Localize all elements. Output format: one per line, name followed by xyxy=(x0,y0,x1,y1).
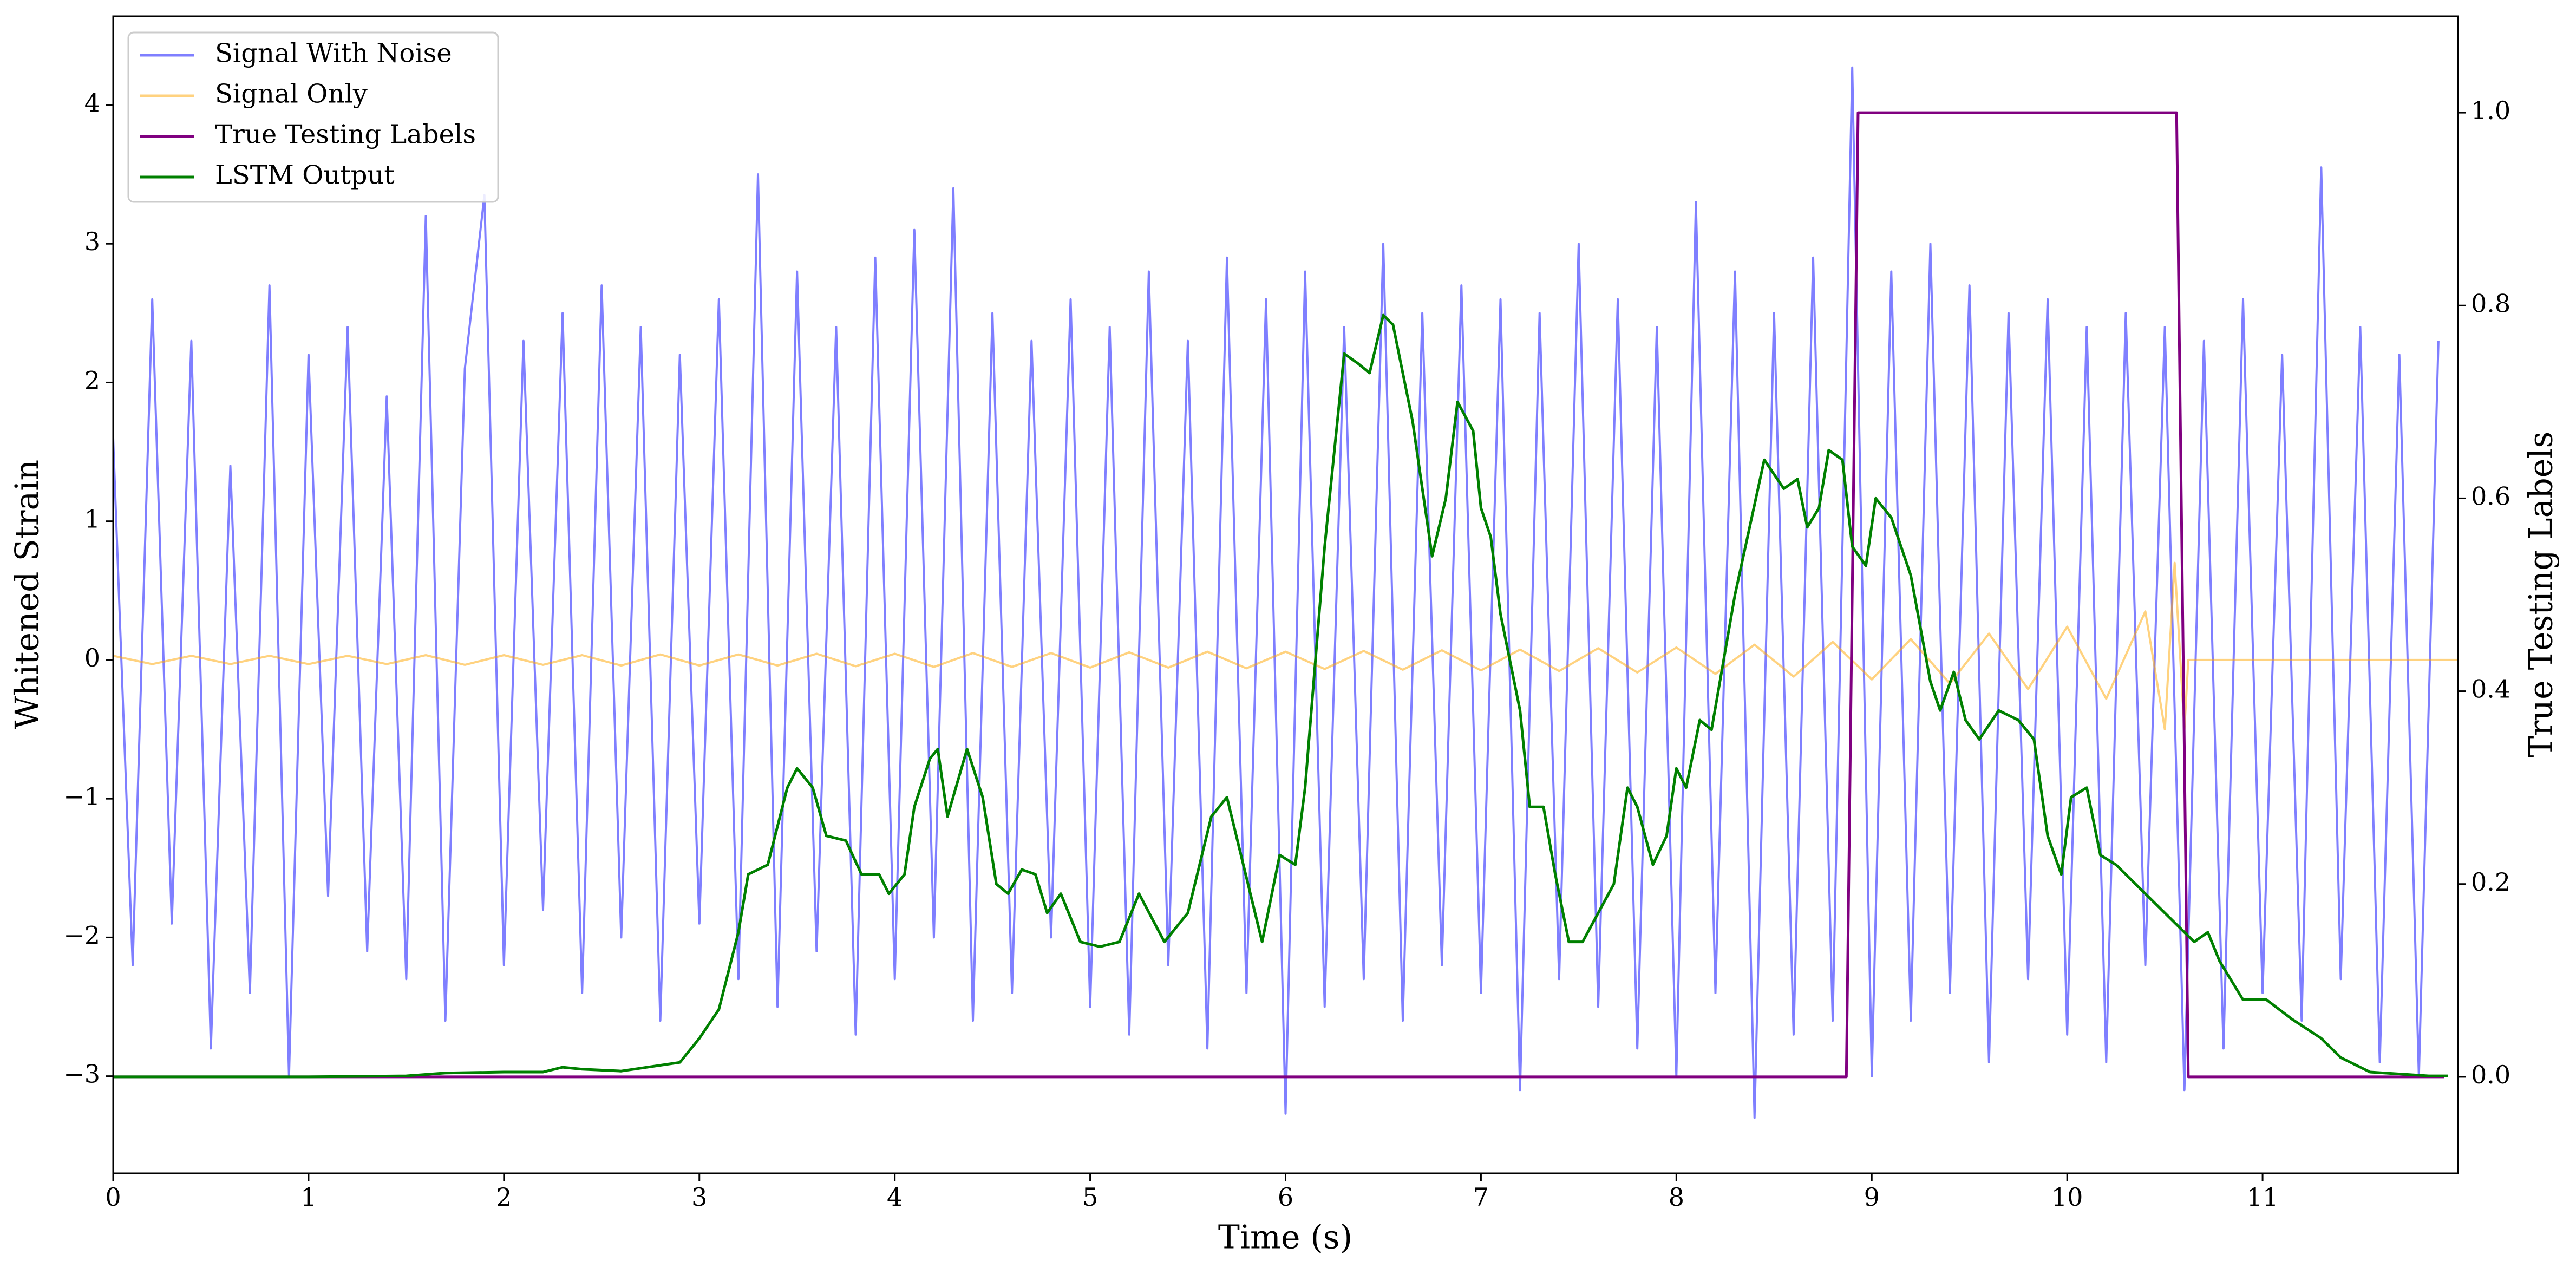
x-axis-label: Time (s) xyxy=(1218,1219,1352,1257)
series-line xyxy=(113,313,2448,1079)
y2-tick-label: 0.0 xyxy=(2471,1060,2510,1089)
series-line xyxy=(113,111,2444,1079)
y2-axis-label: True Testing Labels xyxy=(2522,432,2560,758)
y2-tick-label: 1.0 xyxy=(2471,96,2510,125)
x-tick-label: 10 xyxy=(2051,1182,2083,1212)
y-tick-label: −1 xyxy=(63,782,100,811)
legend-box xyxy=(127,31,499,203)
legend: Signal With Noise Signal Only True Testing… xyxy=(127,31,499,203)
y2-tick-label: 0.6 xyxy=(2471,481,2510,511)
y-tick-label: 2 xyxy=(84,365,100,395)
y2-tick-label: 0.2 xyxy=(2471,867,2510,897)
series-line xyxy=(113,561,2458,730)
y2-tick-label: 0.4 xyxy=(2471,675,2510,704)
x-tick-label: 0 xyxy=(105,1182,121,1212)
x-tick-label: 11 xyxy=(2247,1182,2279,1212)
plot-area xyxy=(113,66,2458,1119)
y2-tick-label: 0.8 xyxy=(2471,289,2510,318)
y-tick-label: 3 xyxy=(84,227,100,256)
x-tick-label: 8 xyxy=(1669,1182,1684,1212)
legend-label: True Testing Labels xyxy=(215,120,476,150)
y-tick-label: 1 xyxy=(84,505,100,534)
y-tick-label: −3 xyxy=(63,1060,100,1089)
legend-label: Signal Only xyxy=(215,79,368,109)
x-tick-label: 6 xyxy=(1278,1182,1293,1212)
x-tick-label: 9 xyxy=(1864,1182,1880,1212)
y-axis-label: Whitened Strain xyxy=(9,460,47,729)
y-tick-label: 0 xyxy=(84,643,100,672)
x-tick-label: 2 xyxy=(496,1182,512,1212)
x-tick-label: 1 xyxy=(300,1182,316,1212)
x-tick-label: 4 xyxy=(887,1182,903,1212)
y-tick-label: 4 xyxy=(84,88,100,117)
series-line xyxy=(113,66,2440,1119)
x-tick-label: 7 xyxy=(1473,1182,1489,1212)
x-tick-label: 3 xyxy=(691,1182,707,1212)
x-tick-label: 5 xyxy=(1082,1182,1098,1212)
y-tick-label: −2 xyxy=(63,920,100,950)
legend-label: LSTM Output xyxy=(215,160,395,191)
legend-label: Signal With Noise xyxy=(215,38,452,69)
